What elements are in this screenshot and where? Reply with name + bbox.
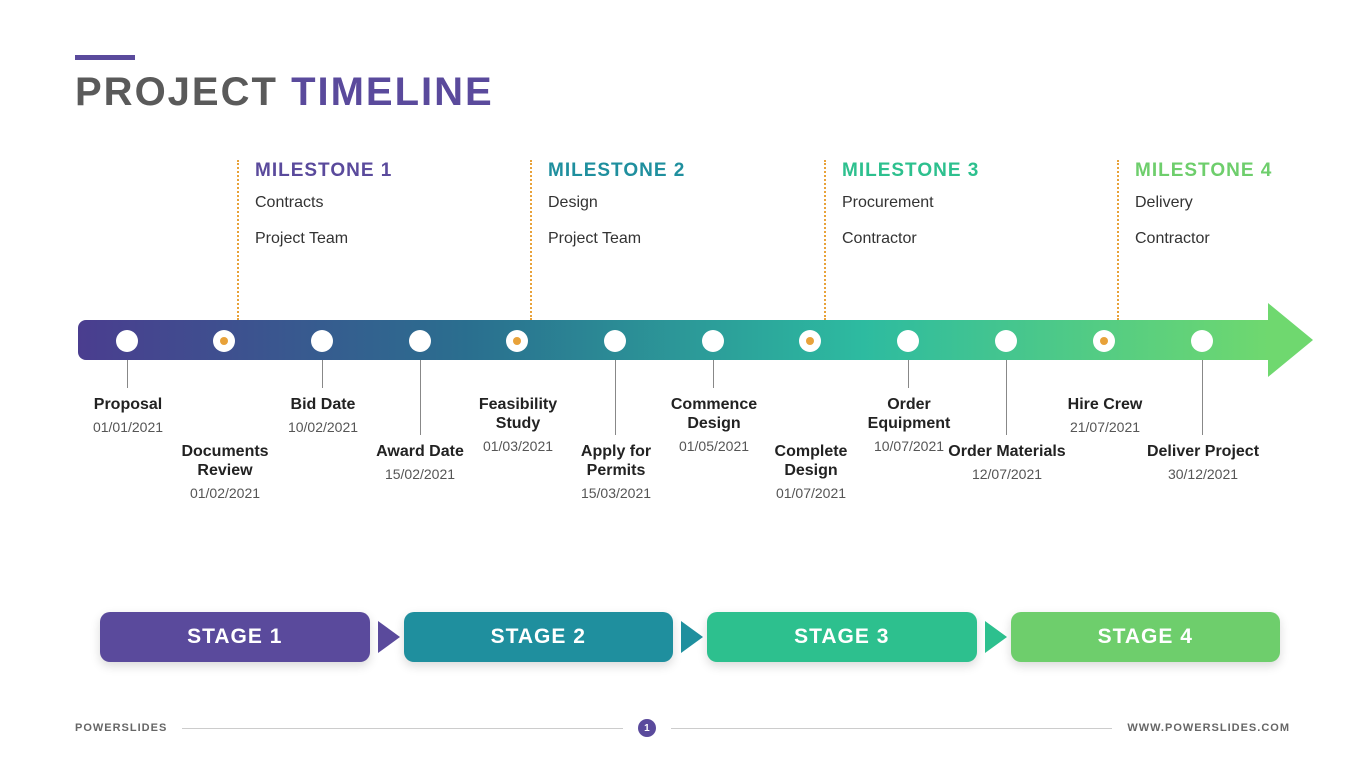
event-date: 10/02/2021 <box>263 419 383 435</box>
timeline-dot <box>897 330 919 352</box>
stages-row: STAGE 1 STAGE 2 STAGE 3 STAGE 4 <box>100 610 1280 664</box>
timeline-arrow <box>78 320 1308 360</box>
milestone-line1: Procurement <box>842 194 1062 212</box>
stage-block: STAGE 4 <box>1011 612 1281 662</box>
footer: POWERSLIDES 1 WWW.POWERSLIDES.COM <box>75 719 1290 737</box>
stage-arrow-icon <box>378 621 400 653</box>
timeline-dot <box>702 330 724 352</box>
milestone-block: MILESTONE 4 Delivery Contractor <box>1135 160 1355 266</box>
stage-block: STAGE 3 <box>707 612 977 662</box>
timeline-dot <box>311 330 333 352</box>
milestone-block: MILESTONE 1 Contracts Project Team <box>255 160 475 266</box>
timeline-dot <box>604 330 626 352</box>
arrow-head-icon <box>1268 303 1313 377</box>
event-title: Proposal <box>68 395 188 414</box>
timeline-stem <box>908 360 909 388</box>
footer-divider <box>671 728 1112 729</box>
timeline-stem <box>713 360 714 388</box>
event-title: Deliver Project <box>1143 442 1263 461</box>
timeline-dot <box>409 330 431 352</box>
event-date: 21/07/2021 <box>1045 419 1165 435</box>
title-word1: PROJECT <box>75 70 278 114</box>
stage-block: STAGE 1 <box>100 612 370 662</box>
milestone-dotted-line <box>1117 160 1119 320</box>
event-date: 15/03/2021 <box>556 485 676 501</box>
event-title: Commence Design <box>654 395 774 433</box>
milestone-title: MILESTONE 2 <box>548 160 768 182</box>
milestone-block: MILESTONE 2 Design Project Team <box>548 160 768 266</box>
stage-block: STAGE 2 <box>404 612 674 662</box>
footer-brand: POWERSLIDES <box>75 722 167 734</box>
timeline-event: Documents Review 01/02/2021 <box>165 442 285 501</box>
arrow-body <box>78 320 1268 360</box>
event-date: 01/01/2021 <box>68 419 188 435</box>
timeline-event: Hire Crew 21/07/2021 <box>1045 395 1165 435</box>
event-title: Order Materials <box>947 442 1067 461</box>
milestone-line1: Contracts <box>255 194 475 212</box>
milestone-dotted-line <box>530 160 532 320</box>
event-date: 12/07/2021 <box>947 466 1067 482</box>
event-title: Hire Crew <box>1045 395 1165 414</box>
timeline-dot <box>995 330 1017 352</box>
header-accent <box>75 55 135 60</box>
event-date: 30/12/2021 <box>1143 466 1263 482</box>
timeline-dot <box>116 330 138 352</box>
header: PROJECT TIMELINE <box>75 55 494 115</box>
timeline-event: Proposal 01/01/2021 <box>68 395 188 435</box>
timeline-stem <box>615 360 616 435</box>
timeline-milestone-dot <box>506 330 528 352</box>
timeline-milestone-dot <box>213 330 235 352</box>
timeline-event: Order Materials 12/07/2021 <box>947 442 1067 482</box>
timeline-stem <box>420 360 421 435</box>
timeline-stem <box>1006 360 1007 435</box>
timeline-event: Bid Date 10/02/2021 <box>263 395 383 435</box>
milestone-dotted-line <box>237 160 239 320</box>
stage-arrow-icon <box>681 621 703 653</box>
timeline-milestone-dot <box>799 330 821 352</box>
event-title: Bid Date <box>263 395 383 414</box>
event-date: 15/02/2021 <box>360 466 480 482</box>
milestone-line2: Project Team <box>548 230 768 248</box>
stage-arrow-icon <box>985 621 1007 653</box>
event-date: 01/02/2021 <box>165 485 285 501</box>
footer-page-number: 1 <box>638 719 656 737</box>
timeline-milestone-dot <box>1093 330 1115 352</box>
timeline-stem <box>1202 360 1203 435</box>
milestone-title: MILESTONE 1 <box>255 160 475 182</box>
title-word2: TIMELINE <box>291 70 494 114</box>
milestone-title: MILESTONE 4 <box>1135 160 1355 182</box>
event-title: Order Equipment <box>849 395 969 433</box>
milestone-block: MILESTONE 3 Procurement Contractor <box>842 160 1062 266</box>
timeline-stem <box>322 360 323 388</box>
milestone-line1: Design <box>548 194 768 212</box>
milestone-dotted-line <box>824 160 826 320</box>
milestone-line2: Contractor <box>842 230 1062 248</box>
footer-url: WWW.POWERSLIDES.COM <box>1127 722 1290 734</box>
event-title: Documents Review <box>165 442 285 480</box>
event-date: 01/07/2021 <box>751 485 871 501</box>
event-title: Feasibility Study <box>458 395 578 433</box>
page-title: PROJECT TIMELINE <box>75 70 494 115</box>
milestone-title: MILESTONE 3 <box>842 160 1062 182</box>
timeline-stem <box>127 360 128 388</box>
milestone-line2: Project Team <box>255 230 475 248</box>
milestone-line1: Delivery <box>1135 194 1355 212</box>
milestone-line2: Contractor <box>1135 230 1355 248</box>
timeline-event: Deliver Project 30/12/2021 <box>1143 442 1263 482</box>
timeline-dot <box>1191 330 1213 352</box>
footer-divider <box>182 728 623 729</box>
